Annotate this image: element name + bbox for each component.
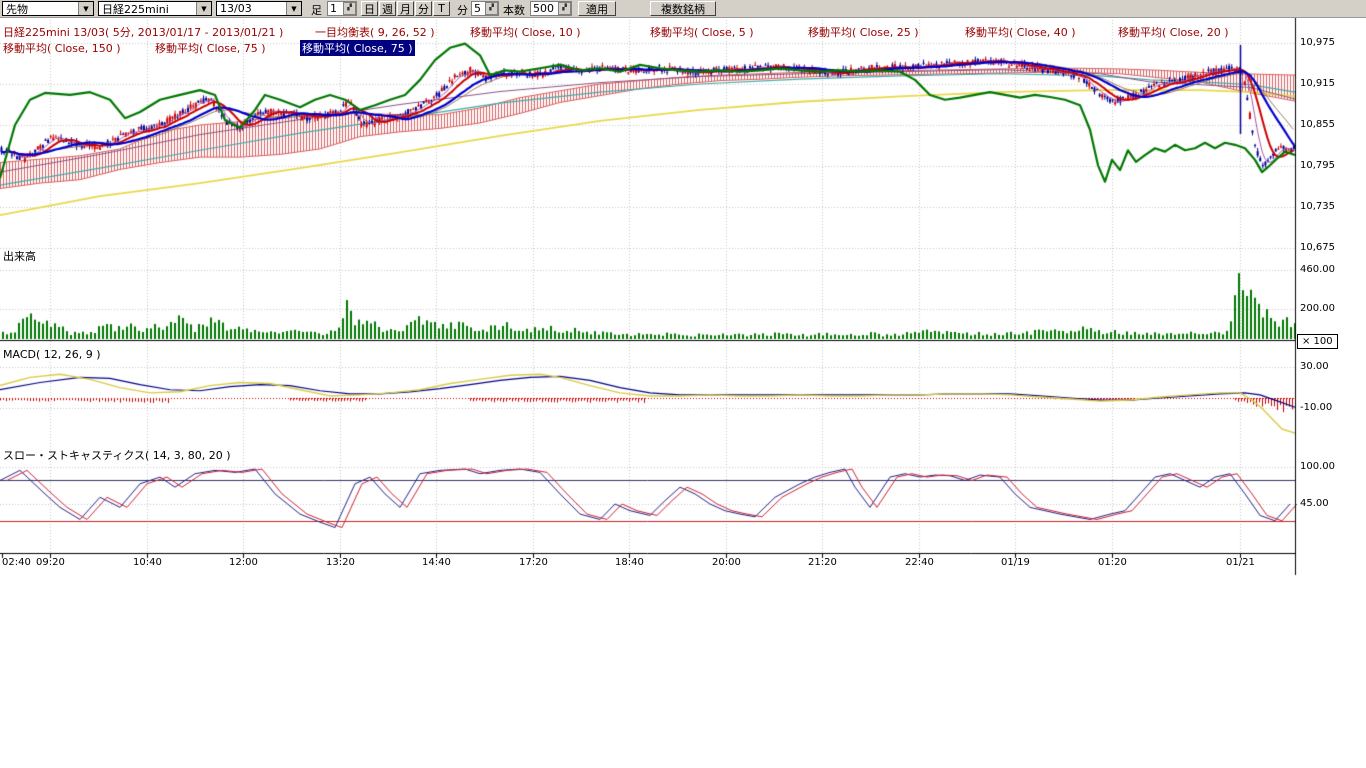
period-day-button[interactable]: 日 (361, 1, 378, 16)
bar-interval-input[interactable]: 1 ▞ (327, 1, 357, 16)
apply-button[interactable]: 適用 (578, 1, 616, 16)
chevron-down-icon: ▼ (196, 2, 211, 15)
category-select[interactable]: 先物 ▼ (2, 1, 94, 16)
contract-select[interactable]: 13/03 ▼ (216, 1, 302, 16)
multi-symbol-button[interactable]: 複数銘柄 (650, 1, 716, 16)
bar-count-label: 本数 (503, 4, 525, 17)
period-week-button[interactable]: 週 (379, 1, 396, 16)
minute-value: 5 (474, 2, 481, 15)
minute-label: 分 (457, 4, 468, 17)
spinner-icon[interactable]: ▞ (558, 2, 571, 15)
spinner-icon[interactable]: ▞ (343, 2, 356, 15)
category-select-value: 先物 (6, 2, 28, 16)
bar-count-value: 500 (533, 2, 554, 15)
chevron-down-icon: ▼ (286, 2, 301, 15)
period-minute-button[interactable]: 分 (415, 1, 432, 16)
contract-select-value: 13/03 (220, 2, 252, 15)
minute-input[interactable]: 5 ▞ (471, 1, 499, 16)
symbol-select[interactable]: 日経225mini ▼ (98, 1, 212, 16)
period-tick-button[interactable]: T (433, 1, 450, 16)
bar-type-label: 足 (311, 4, 322, 17)
period-month-button[interactable]: 月 (397, 1, 414, 16)
bar-interval-value: 1 (330, 2, 337, 15)
bar-count-input[interactable]: 500 ▞ (530, 1, 572, 16)
spinner-icon[interactable]: ▞ (485, 2, 498, 15)
symbol-select-value: 日経225mini (102, 2, 169, 16)
chevron-down-icon: ▼ (78, 2, 93, 15)
toolbar: 先物 ▼ 日経225mini ▼ 13/03 ▼ 足 1 ▞ 日 週 月 分 T… (0, 0, 1366, 18)
